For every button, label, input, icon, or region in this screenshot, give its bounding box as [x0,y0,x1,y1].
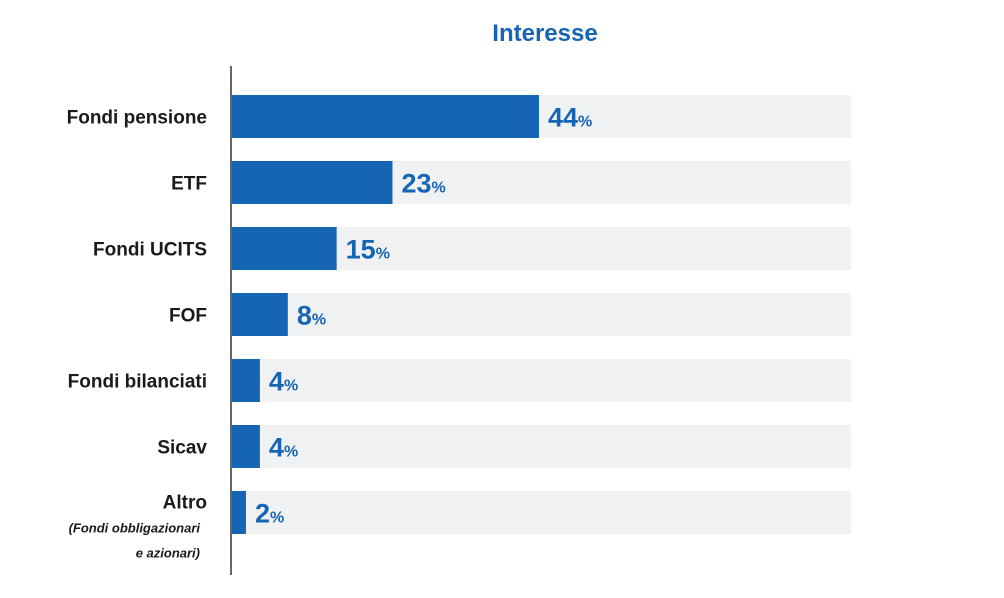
bar [232,161,393,204]
data-label: 2% [255,499,284,529]
bar [232,293,288,336]
data-label: 23% [401,169,445,199]
category-label: Fondi UCITS [93,240,207,261]
bar-track [232,425,851,468]
data-label: 4% [269,433,298,463]
category-label: ETF [171,174,207,195]
category-label: Fondi bilanciati [68,372,207,393]
bar [232,95,539,138]
category-label: Sicav [157,438,207,459]
data-label: 15% [346,235,390,265]
category-label: Fondi pensione [67,108,207,129]
bar [232,425,260,468]
chart-title: Interesse [492,20,597,47]
bar [232,359,260,402]
bar [232,227,337,270]
category-sublabel: e azionari) [136,546,200,561]
bar-track [232,293,851,336]
data-label: 4% [269,367,298,397]
bar-track [232,359,851,402]
data-label: 8% [297,301,326,331]
bar-track [232,491,851,534]
data-label: 44% [548,103,592,133]
bars-group: Fondi pensione 44% ETF 23% Fondi UCITS 15% FOF… [67,95,851,561]
category-label: FOF [169,306,207,327]
category-sublabel: (Fondi obbligazionari [69,521,201,536]
category-label: Altro [163,493,207,514]
bar [232,491,246,534]
